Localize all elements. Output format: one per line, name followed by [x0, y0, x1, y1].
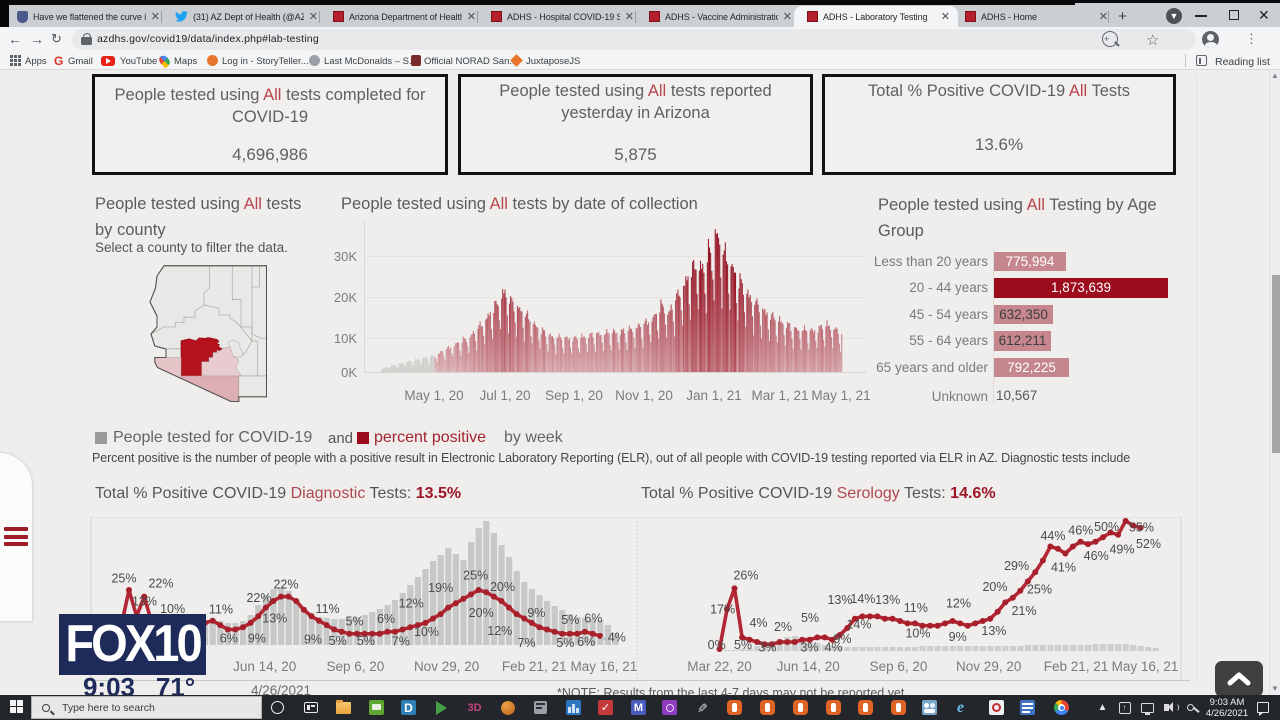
svg-text:Nov 29, 20: Nov 29, 20 — [956, 659, 1021, 674]
svg-text:Sep 1, 20: Sep 1, 20 — [545, 388, 603, 403]
svg-text:11%: 11% — [904, 601, 928, 615]
svg-text:12%: 12% — [946, 597, 971, 611]
svg-text:5%: 5% — [329, 634, 347, 648]
svg-text:6%: 6% — [220, 632, 238, 646]
svg-text:Jul 1, 20: Jul 1, 20 — [479, 388, 530, 403]
svg-text:13%: 13% — [981, 624, 1006, 638]
svg-text:Feb 21, 21: Feb 21, 21 — [1044, 659, 1109, 674]
svg-text:25%: 25% — [463, 569, 488, 583]
svg-text:13%: 13% — [875, 593, 900, 607]
svg-text:5%: 5% — [561, 613, 579, 627]
svg-text:25%: 25% — [1027, 583, 1052, 597]
svg-text:9%: 9% — [833, 632, 851, 646]
svg-text:4%: 4% — [824, 641, 842, 655]
svg-text:5%: 5% — [357, 634, 375, 648]
svg-text:5%: 5% — [801, 611, 819, 625]
svg-text:11%: 11% — [316, 602, 340, 616]
svg-text:19%: 19% — [428, 581, 453, 595]
svg-text:12%: 12% — [399, 597, 424, 611]
svg-text:46%: 46% — [1084, 549, 1109, 563]
svg-text:Jun 14, 20: Jun 14, 20 — [233, 659, 296, 674]
svg-text:Mar 1, 21: Mar 1, 21 — [751, 388, 808, 403]
svg-text:20K: 20K — [334, 290, 357, 305]
svg-text:9%: 9% — [949, 630, 967, 644]
svg-text:3%: 3% — [758, 641, 776, 655]
svg-text:Nov 29, 20: Nov 29, 20 — [414, 659, 479, 674]
svg-text:0K: 0K — [341, 365, 357, 380]
svg-text:May 16, 21: May 16, 21 — [571, 659, 638, 674]
svg-text:6%: 6% — [584, 612, 602, 626]
svg-text:4/26/2021: 4/26/2021 — [251, 683, 311, 698]
svg-text:17%: 17% — [710, 603, 735, 617]
svg-text:22%: 22% — [148, 577, 173, 591]
svg-text:4%: 4% — [608, 631, 626, 645]
svg-text:Sep 6, 20: Sep 6, 20 — [327, 659, 385, 674]
svg-text:Sep 6, 20: Sep 6, 20 — [870, 659, 928, 674]
svg-text:20%: 20% — [469, 606, 494, 620]
svg-text:Jan 1, 21: Jan 1, 21 — [686, 388, 742, 403]
svg-text:13%: 13% — [132, 595, 157, 609]
svg-text:25%: 25% — [111, 572, 136, 586]
svg-text:9%: 9% — [527, 606, 545, 620]
svg-text:Feb 21, 21: Feb 21, 21 — [502, 659, 567, 674]
svg-text:26%: 26% — [733, 569, 758, 583]
svg-text:5%: 5% — [345, 615, 363, 629]
svg-text:7%: 7% — [518, 636, 536, 650]
svg-text:Jun 14, 20: Jun 14, 20 — [777, 659, 840, 674]
svg-text:22%: 22% — [273, 578, 298, 592]
svg-text:10K: 10K — [334, 331, 357, 346]
svg-text:6%: 6% — [377, 612, 395, 626]
svg-text:55%: 55% — [1129, 521, 1154, 535]
svg-text:May 16, 21: May 16, 21 — [1112, 659, 1179, 674]
svg-text:13%: 13% — [827, 593, 852, 607]
svg-text:4%: 4% — [749, 616, 767, 630]
svg-text:22%: 22% — [246, 591, 271, 605]
svg-text:50%: 50% — [1094, 520, 1119, 534]
svg-text:7%: 7% — [392, 635, 410, 649]
svg-text:13%: 13% — [262, 612, 287, 626]
svg-text:52%: 52% — [1136, 537, 1161, 551]
svg-text:0%: 0% — [708, 638, 726, 652]
svg-text:20%: 20% — [982, 580, 1007, 594]
svg-text:5%: 5% — [556, 636, 574, 650]
svg-text:11%: 11% — [209, 603, 233, 617]
svg-text:May 1, 20: May 1, 20 — [404, 388, 463, 403]
svg-text:41%: 41% — [1051, 561, 1076, 575]
svg-text:44%: 44% — [1040, 529, 1065, 543]
svg-text:14%: 14% — [846, 617, 871, 631]
svg-text:Mar 22, 20: Mar 22, 20 — [687, 659, 752, 674]
svg-text:14%: 14% — [850, 592, 875, 606]
svg-text:May 1, 21: May 1, 21 — [811, 388, 870, 403]
svg-text:Nov 1, 20: Nov 1, 20 — [615, 388, 673, 403]
svg-text:10%: 10% — [414, 625, 439, 639]
svg-text:12%: 12% — [487, 624, 512, 638]
svg-text:9%: 9% — [248, 632, 266, 646]
svg-text:6%: 6% — [577, 635, 595, 649]
svg-text:3%: 3% — [800, 641, 818, 655]
svg-text:10%: 10% — [160, 602, 185, 616]
svg-text:10%: 10% — [905, 626, 930, 640]
svg-text:30K: 30K — [334, 249, 357, 264]
svg-text:5%: 5% — [734, 638, 752, 652]
svg-text:9%: 9% — [304, 633, 322, 647]
svg-text:20%: 20% — [490, 580, 515, 594]
svg-text:49%: 49% — [1109, 543, 1134, 557]
svg-text:29%: 29% — [1004, 559, 1029, 573]
svg-text:21%: 21% — [1011, 604, 1036, 618]
svg-text:46%: 46% — [1068, 524, 1093, 538]
svg-text:2%: 2% — [774, 620, 792, 634]
